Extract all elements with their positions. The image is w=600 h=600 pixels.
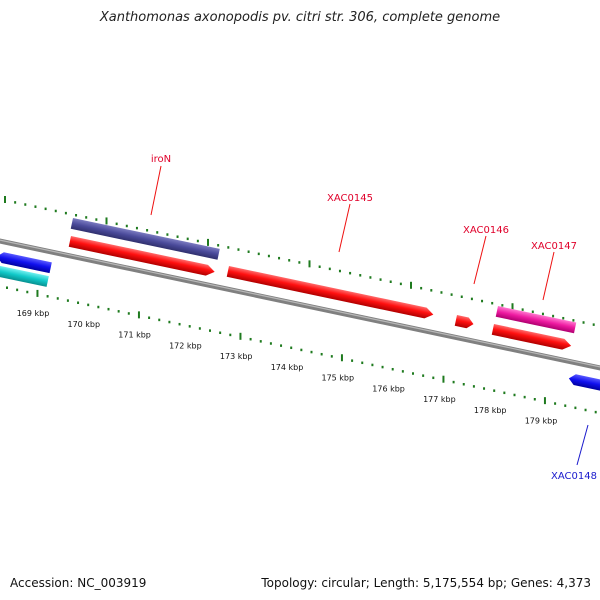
scale-label: 174 kbp <box>271 363 304 372</box>
gene-feature-iron[interactable] <box>68 236 216 277</box>
genome-backbone-highlight <box>0 239 600 368</box>
gene-label-xac0146: XAC0146 <box>463 225 509 236</box>
scale-label: 179 kbp <box>525 417 558 426</box>
label-line-iron <box>150 165 162 216</box>
gene-label-xac0145: XAC0145 <box>327 193 373 204</box>
scale-labels: 169 kbp 170 kbp 171 kbp 172 kbp 173 kbp 174 k… <box>17 309 558 426</box>
scale-label: 175 kbp <box>321 374 354 383</box>
gene-feature-xac0148[interactable] <box>568 373 600 394</box>
gene-label-iron: iroN <box>151 154 171 165</box>
scale-label: 178 kbp <box>474 406 507 415</box>
scale-label: 170 kbp <box>67 320 100 329</box>
label-line-xac0147 <box>542 251 555 301</box>
gene-feature-left-blue[interactable] <box>0 251 52 274</box>
gene-feature-xac0147-magenta[interactable] <box>495 306 577 334</box>
genome-backbone <box>0 238 600 371</box>
gene-feature-xac0146[interactable] <box>454 315 475 329</box>
map-title: Xanthomonas axonopodis pv. citri str. 30… <box>99 10 501 25</box>
scale-label: 169 kbp <box>17 309 50 318</box>
upper-tick-row <box>4 196 595 326</box>
scale-label: 177 kbp <box>423 395 456 404</box>
gene-feature-xac0145[interactable] <box>226 266 435 320</box>
scale-label: 173 kbp <box>220 352 253 361</box>
label-line-xac0148 <box>576 424 589 466</box>
gene-label-xac0148: XAC0148 <box>551 471 597 482</box>
gene-feature-xac0147[interactable] <box>491 324 573 351</box>
genome-summary-text: Topology: circular; Length: 5,175,554 bp… <box>261 576 591 590</box>
scale-label: 172 kbp <box>169 341 202 350</box>
gene-feature-iron-purple[interactable] <box>70 218 220 260</box>
label-line-xac0146 <box>473 235 487 285</box>
scale-label: 176 kbp <box>372 384 405 393</box>
gene-label-xac0147: XAC0147 <box>531 241 577 252</box>
accession-text: Accession: NC_003919 <box>10 576 147 590</box>
label-line-xac0145 <box>338 203 351 253</box>
gene-feature-left-cyan[interactable] <box>0 265 49 287</box>
lower-tick-row <box>6 286 597 414</box>
scale-label: 171 kbp <box>118 331 151 340</box>
